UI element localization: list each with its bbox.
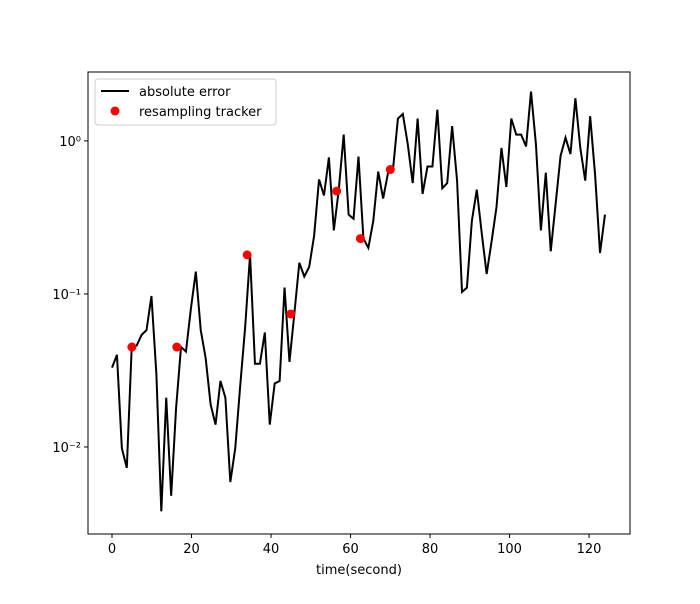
scatter-point <box>242 250 252 260</box>
x-tick-label: 60 <box>342 542 359 557</box>
legend-label: absolute error <box>139 85 231 100</box>
scatter-point <box>332 186 342 196</box>
x-tick-label: 40 <box>263 542 280 557</box>
y-tick-label: 10⁻¹ <box>52 288 81 303</box>
scatter-point <box>172 342 182 352</box>
x-axis-label: time(second) <box>316 563 402 578</box>
scatter-point <box>127 342 137 352</box>
data-line <box>111 91 606 512</box>
y-tick-label: 10⁰ <box>59 135 81 150</box>
legend-box <box>94 78 277 126</box>
x-tick-label: 100 <box>497 542 522 557</box>
scatter-point <box>286 309 296 319</box>
plot-area <box>87 71 631 535</box>
x-tick-label: 20 <box>183 542 200 557</box>
scatter-point <box>355 234 365 244</box>
legend-swatch <box>110 106 120 116</box>
legend-label: resampling tracker <box>139 105 262 120</box>
x-tick-label: 80 <box>422 542 439 557</box>
x-tick-label: 0 <box>108 542 116 557</box>
scatter-point <box>385 165 395 175</box>
y-tick-label: 10⁻² <box>52 441 81 456</box>
x-tick-label: 120 <box>577 542 602 557</box>
